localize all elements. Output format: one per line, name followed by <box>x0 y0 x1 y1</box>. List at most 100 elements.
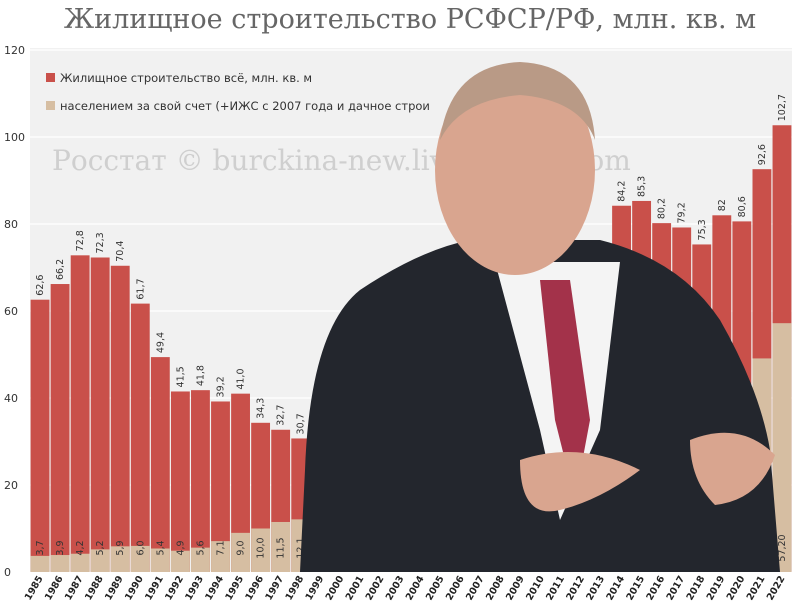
value-label: 39,2 <box>216 376 227 397</box>
x-tick-label: 1986 <box>43 574 66 603</box>
value-label: 10,0 <box>256 537 267 558</box>
value-label: 5,9 <box>115 540 126 555</box>
bar <box>231 532 250 572</box>
value-label: 5,6 <box>195 540 206 555</box>
value-label: 5,2 <box>95 540 106 555</box>
legend-label: населением за свой счет (+ИЖС с 2007 год… <box>60 99 430 113</box>
x-tick-label: 1994 <box>203 574 226 603</box>
value-label: 80,6 <box>737 196 748 217</box>
value-label: 41,5 <box>175 366 186 387</box>
bar <box>30 299 50 572</box>
bar <box>110 265 130 572</box>
x-tick-label: 2020 <box>725 574 748 603</box>
y-tick-label: 20 <box>4 479 18 492</box>
x-tick-label: 2018 <box>685 574 708 603</box>
bar <box>130 303 150 572</box>
x-tick-label: 2003 <box>384 574 407 602</box>
value-label: 85,3 <box>637 176 648 197</box>
value-label: 70,4 <box>115 241 126 262</box>
value-label: 9,0 <box>236 540 247 555</box>
x-tick-label: 2008 <box>484 574 507 603</box>
value-label: 4,9 <box>175 540 186 555</box>
y-tick-label: 60 <box>4 305 18 318</box>
x-tick-label: 1990 <box>123 574 146 603</box>
photo <box>300 62 780 572</box>
x-tick-label: 2011 <box>544 574 567 602</box>
x-tick-label: 1988 <box>83 574 106 603</box>
bar <box>70 553 90 572</box>
value-label: 4,2 <box>75 540 86 555</box>
value-label: 66,2 <box>55 259 66 280</box>
x-tick-label: 2014 <box>604 574 627 603</box>
x-tick-label: 1985 <box>23 574 46 602</box>
value-label: 5,4 <box>155 540 166 555</box>
photo-hand <box>690 432 775 505</box>
x-tick-label: 2009 <box>504 574 527 602</box>
y-tick-label: 0 <box>4 566 11 579</box>
value-label: 82 <box>717 199 728 211</box>
x-tick-label: 1991 <box>143 574 166 602</box>
value-label: 34,3 <box>256 398 267 419</box>
x-tick-label: 2013 <box>584 574 607 602</box>
bar <box>110 546 130 572</box>
y-tick-label: 40 <box>4 392 18 405</box>
bar <box>251 528 271 572</box>
value-label: 79,2 <box>677 202 688 223</box>
value-label: 32,7 <box>276 405 287 426</box>
x-tick-label: 1995 <box>223 574 246 602</box>
value-label: 49,4 <box>155 332 166 353</box>
bar <box>191 547 210 572</box>
x-tick-label: 2007 <box>464 574 487 602</box>
x-tick-label: 2001 <box>344 574 367 602</box>
bar <box>211 401 230 572</box>
y-tick-label: 120 <box>4 44 25 57</box>
value-label: 102,7 <box>777 94 788 121</box>
x-tick-label: 2016 <box>645 574 668 603</box>
legend-swatch <box>46 101 55 110</box>
value-label: 41,0 <box>236 368 247 389</box>
value-label: 41,8 <box>195 365 206 386</box>
value-label: 57,20 <box>777 534 788 561</box>
bar <box>150 548 170 572</box>
x-tick-label: 2022 <box>765 574 788 602</box>
value-label: 61,7 <box>135 278 146 299</box>
value-label: 80,2 <box>657 198 668 219</box>
bar <box>150 357 170 572</box>
x-tick-label: 2015 <box>624 574 647 602</box>
value-label: 3,9 <box>55 540 66 555</box>
value-label: 11,5 <box>276 537 287 558</box>
photo-hair <box>440 62 595 140</box>
x-tick-label: 1987 <box>63 574 86 602</box>
value-label: 30,7 <box>296 413 307 434</box>
value-label: 7,1 <box>216 540 227 555</box>
bar <box>191 390 210 572</box>
x-tick-label: 1989 <box>103 574 126 602</box>
x-tick-label: 1997 <box>264 574 287 602</box>
legend: Жилищное строительство всё, млн. кв. м на… <box>46 71 430 113</box>
value-label: 3,7 <box>35 540 46 555</box>
x-axis: 1985198619871988198919901991199219931994… <box>23 574 788 603</box>
photo-face <box>435 65 595 275</box>
x-tick-label: 2021 <box>745 574 768 602</box>
x-tick-label: 2002 <box>364 574 387 602</box>
x-tick-label: 2005 <box>424 574 447 602</box>
bar <box>231 393 250 572</box>
x-tick-label: 1999 <box>304 574 327 602</box>
x-tick-label: 1998 <box>284 574 307 603</box>
chart-title: Жилищное строительство РСФСР/РФ, млн. кв… <box>64 4 756 35</box>
bar <box>30 555 50 572</box>
bar <box>50 555 70 572</box>
bar <box>70 255 90 572</box>
x-tick-label: 2006 <box>444 574 467 603</box>
value-label: 92,6 <box>757 144 768 165</box>
value-label: 75,3 <box>697 219 708 240</box>
bar <box>211 541 230 572</box>
bar <box>170 391 190 572</box>
x-tick-label: 1996 <box>243 574 266 603</box>
value-label: 6,0 <box>135 540 146 555</box>
x-tick-label: 2004 <box>404 574 427 603</box>
x-tick-label: 1992 <box>163 574 186 602</box>
bar <box>772 323 792 572</box>
y-tick-label: 100 <box>4 131 25 144</box>
